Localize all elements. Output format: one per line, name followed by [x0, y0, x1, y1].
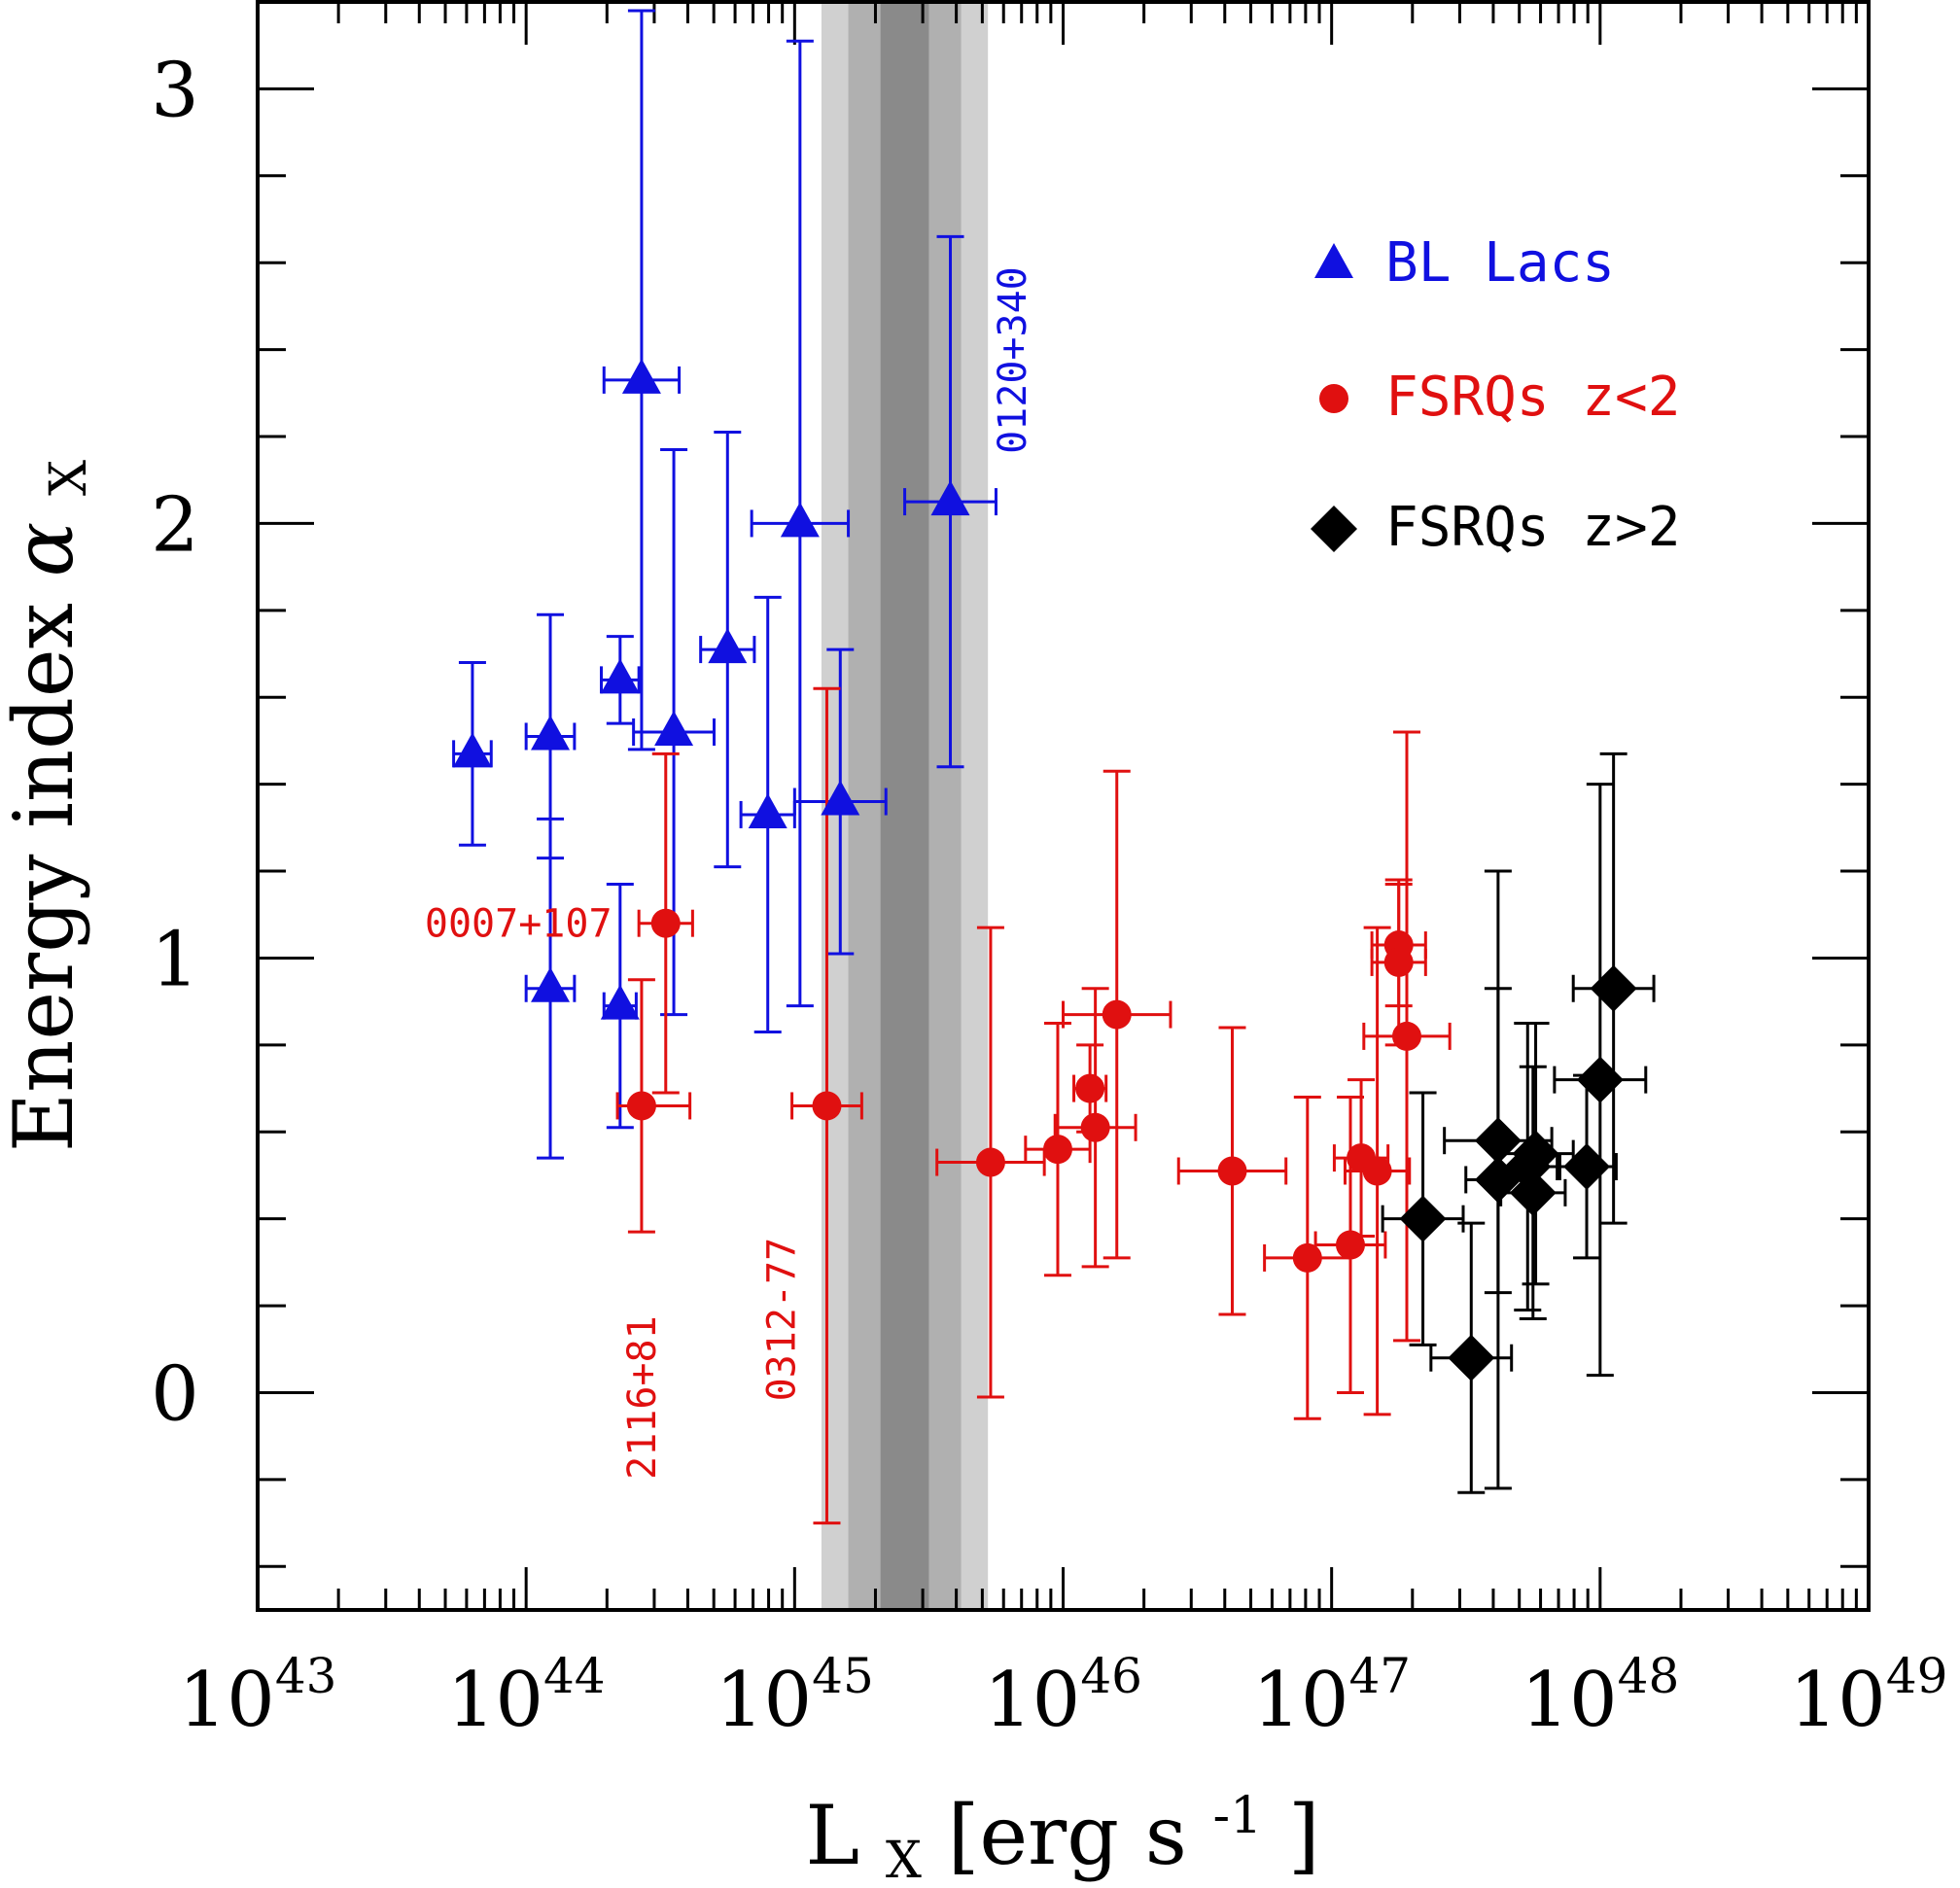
x-tick-label: 1044	[447, 1648, 606, 1744]
legend-marker	[1319, 384, 1348, 413]
x-axis-label: L X [erg s -1 ]	[805, 1757, 1319, 1888]
source-annotation: 0120+340	[991, 266, 1035, 454]
data-point	[1292, 1242, 1322, 1273]
x-tick-label-base: 10	[716, 1657, 812, 1744]
y-tick-labels: 0 1 2 3	[151, 47, 199, 1438]
x-tick-label-exp: 45	[812, 1648, 874, 1704]
luminosity-band	[880, 2, 929, 1610]
data-point	[654, 711, 694, 747]
x-tick-label-exp: 48	[1618, 1648, 1680, 1704]
source-annotations: 0007+107 2116+81 0312-77 0120+340	[425, 266, 1035, 1480]
legend-marker	[1311, 506, 1357, 552]
data-point	[1512, 1130, 1559, 1177]
data-point	[1474, 1117, 1522, 1165]
x-tick-label: 1045	[716, 1648, 874, 1744]
axis-ticks	[258, 0, 1869, 1610]
x-tick-label-exp: 47	[1348, 1648, 1411, 1704]
x-tick-label-exp: 49	[1886, 1648, 1948, 1704]
x-tick-label-base: 10	[1790, 1657, 1886, 1744]
x-tick-label: 1049	[1790, 1648, 1948, 1744]
data-point	[748, 792, 788, 828]
x-tick-label-base: 10	[984, 1657, 1080, 1744]
x-tick-label-base: 10	[179, 1657, 275, 1744]
data-point	[1383, 947, 1414, 977]
data-markers	[452, 358, 1637, 1381]
data-point	[1362, 1156, 1392, 1186]
x-tick-label-base: 10	[1521, 1657, 1617, 1744]
data-point	[708, 628, 748, 664]
y-tick-label: 1	[151, 916, 199, 1003]
data-point	[1042, 1135, 1072, 1165]
x-tick-label: 1048	[1521, 1648, 1679, 1744]
x-tick-label-exp: 44	[543, 1648, 606, 1704]
y-tick-label: 3	[151, 47, 199, 134]
data-point	[531, 715, 571, 751]
data-point	[600, 658, 640, 694]
legend-label: BL Lacs	[1385, 231, 1615, 295]
data-point	[626, 1091, 656, 1121]
y-axis-label-sub: X	[40, 460, 98, 496]
y-tick-label: 0	[151, 1350, 199, 1438]
legend-label: FSRQs z<2	[1385, 366, 1680, 429]
data-point	[1399, 1195, 1447, 1242]
data-point	[1102, 999, 1132, 1030]
data-point	[975, 1147, 1005, 1177]
data-point	[780, 502, 820, 538]
legend-label: FSRQs z>2	[1385, 496, 1680, 559]
x-tick-labels: 1043 1044 1045 1046 1047 1048 1049	[179, 1648, 1948, 1744]
legend: BL Lacs FSRQs z<2 FSRQs z>2	[1311, 231, 1680, 559]
data-point	[1075, 1073, 1105, 1103]
data-point	[1080, 1112, 1110, 1142]
plot-frame	[256, 0, 1871, 1612]
data-point	[812, 1091, 842, 1121]
y-axis-label-symbol: α	[0, 522, 91, 577]
data-point	[531, 966, 571, 1002]
data-point	[600, 984, 640, 1020]
data-point	[650, 908, 681, 938]
legend-marker	[1314, 243, 1353, 278]
data-point	[452, 732, 492, 768]
data-point	[930, 480, 970, 516]
data-point	[1509, 1169, 1557, 1216]
y-tick-label: 2	[151, 481, 199, 569]
data-point	[1590, 964, 1637, 1012]
source-annotation: 0007+107	[425, 902, 612, 947]
x-tick-label-base: 10	[1252, 1657, 1348, 1744]
x-tick-label-base: 10	[447, 1657, 543, 1744]
x-tick-label: 1043	[179, 1648, 337, 1744]
x-axis-label-exp: -1	[1213, 1787, 1263, 1845]
data-point	[1335, 1230, 1365, 1260]
data-point	[1391, 1021, 1421, 1051]
data-point	[1576, 1056, 1624, 1103]
x-tick-label-exp: 43	[275, 1648, 337, 1704]
x-tick-label-exp: 46	[1080, 1648, 1142, 1704]
source-annotation: 0312-77	[760, 1238, 805, 1402]
data-point	[1217, 1156, 1247, 1186]
data-point	[1448, 1334, 1495, 1381]
data-point	[621, 358, 661, 394]
source-annotation: 2116+81	[620, 1315, 665, 1480]
luminosity-bands	[821, 2, 989, 1610]
x-tick-label: 1046	[984, 1648, 1142, 1744]
x-axis-label-sub: X	[886, 1832, 922, 1888]
data-point	[1563, 1143, 1611, 1191]
x-tick-label: 1047	[1252, 1648, 1411, 1744]
y-axis-label: Energy index α X	[0, 460, 98, 1152]
data-point	[821, 780, 860, 816]
